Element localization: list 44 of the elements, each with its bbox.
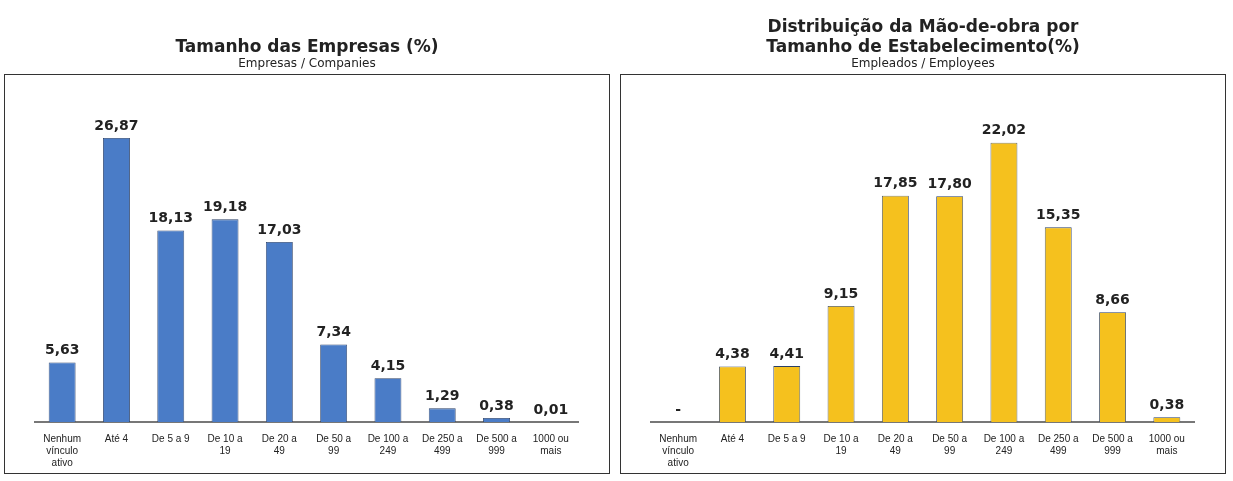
x-tick-label: De 10 a 19 (207, 432, 243, 456)
x-tick-label: De 250 a 499 (421, 432, 463, 456)
data-label: 19,18 (202, 197, 248, 214)
data-label: 17,80 (927, 174, 973, 191)
x-tick-label: Nenhum vínculo ativo (43, 432, 82, 468)
x-tick-label: De 100 a 249 (983, 432, 1025, 456)
x-tick-label: De 250 a 499 (1037, 432, 1079, 456)
x-tick-label: De 20 a 49 (877, 432, 914, 456)
data-label: 4,15 (370, 356, 406, 373)
x-tick-label: Até 4 (104, 432, 129, 444)
x-tick-label: De 5 a 9 (151, 432, 191, 444)
chart-subtitle: Empleados / Employees (851, 56, 995, 70)
x-tick-label: De 20 a 49 (261, 432, 298, 456)
data-label: 26,87 (94, 116, 139, 133)
chart-subtitle: Empresas / Companies (238, 56, 376, 70)
data-label: 17,85 (873, 174, 918, 191)
data-label: 4,38 (715, 345, 750, 362)
data-label: 22,02 (981, 121, 1027, 138)
data-label: 0,38 (1149, 395, 1185, 412)
x-tick-label: 1000 ou mais (532, 432, 569, 456)
x-tick-label: De 500 a 999 (476, 432, 518, 456)
x-tick-label: De 10 a 19 (823, 432, 859, 456)
chart-title: Tamanho das Empresas (%) (174, 36, 440, 56)
x-tick-label: De 50 a 99 (316, 432, 352, 456)
data-label: 15,35 (1036, 206, 1081, 222)
x-tick-label: Nenhum vínculo ativo (659, 432, 698, 468)
data-label: 7,34 (316, 323, 352, 340)
x-tick-label: De 50 a 99 (932, 432, 968, 456)
data-label: 18,13 (148, 209, 193, 226)
chart-title: Distribuição da Mão-de-obra por Tamanho de Estabelecimento(%) (765, 16, 1081, 56)
data-label: 0,38 (479, 396, 514, 413)
x-tick-label: De 100 a 249 (367, 432, 409, 456)
data-label: 5,63 (44, 341, 80, 358)
data-label: 9,15 (823, 284, 859, 301)
data-label: 17,03 (257, 220, 302, 237)
data-label: - (675, 400, 682, 417)
x-tick-label: Até 4 (720, 432, 745, 444)
data-label: 1,29 (424, 387, 460, 404)
x-tick-label: De 5 a 9 (767, 432, 807, 444)
data-label: 4,41 (769, 344, 805, 361)
data-label: 8,66 (1095, 290, 1130, 307)
x-tick-label: 1000 ou mais (1148, 432, 1185, 456)
data-label: 0,01 (533, 400, 569, 417)
x-tick-label: De 500 a 999 (1092, 432, 1134, 456)
